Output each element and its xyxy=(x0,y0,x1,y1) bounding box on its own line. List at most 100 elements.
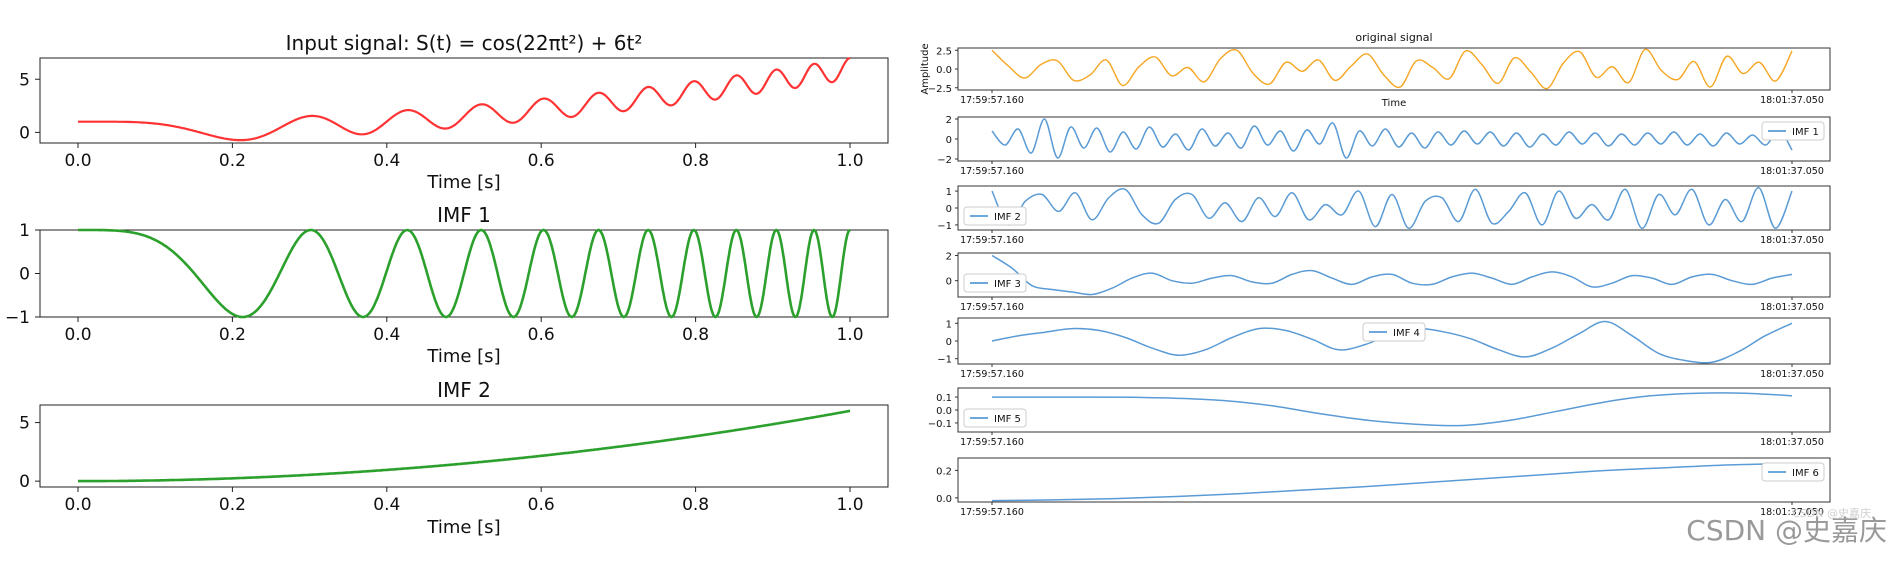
x-tick-label: 17:59:57.160 xyxy=(960,95,1024,106)
series-line xyxy=(77,56,851,142)
left-panel-3 xyxy=(35,404,889,492)
x-tick-label: 0.2 xyxy=(219,495,246,515)
x-axis-label: Time [s] xyxy=(426,346,500,367)
y-tick-label: −1 xyxy=(937,355,952,366)
y-tick-label: −1 xyxy=(5,308,30,328)
y-tick-label: 5 xyxy=(19,70,30,90)
x-tick-label: 0.8 xyxy=(682,495,709,515)
axes-frame xyxy=(957,387,1831,433)
x-tick-label: 1.0 xyxy=(836,151,863,171)
series-line xyxy=(991,254,1793,296)
x-tick-label: 0.6 xyxy=(528,325,555,345)
x-tick-label: 0.6 xyxy=(528,495,555,515)
axes-frame xyxy=(957,116,1831,162)
x-tick-label: 0.2 xyxy=(219,151,246,171)
panel-title: IMF 2 xyxy=(437,378,491,402)
x-tick-label: 18:01:37.050 xyxy=(1760,95,1824,106)
y-tick-label: 1 xyxy=(19,221,30,241)
x-tick-label: 18:01:37.050 xyxy=(1760,507,1824,518)
series-line xyxy=(991,186,1793,230)
y-tick-label: 0 xyxy=(19,265,30,285)
series-line xyxy=(991,48,1793,90)
axes-frame xyxy=(39,404,889,488)
legend-box xyxy=(963,206,1027,226)
axes-frame xyxy=(957,252,1831,298)
right-panel-1 xyxy=(955,47,1831,93)
x-axis-label: Time [s] xyxy=(426,517,500,538)
x-tick-label: 18:01:37.050 xyxy=(1760,166,1824,177)
y-tick-label: 0 xyxy=(19,472,30,492)
y-tick-label: 0 xyxy=(946,135,952,146)
legend-box xyxy=(1761,462,1825,482)
y-axis-label: Amplitude xyxy=(920,43,931,94)
axes-frame xyxy=(957,185,1831,231)
x-tick-label: 0.4 xyxy=(373,495,400,515)
y-tick-label: 5 xyxy=(19,414,30,434)
x-tick-label: 0.6 xyxy=(528,151,555,171)
right-panel-2 xyxy=(955,116,1831,164)
x-tick-label: 0.0 xyxy=(64,495,91,515)
y-tick-label: 0.2 xyxy=(936,466,952,477)
y-tick-label: 0 xyxy=(946,204,952,215)
y-tick-label: 0.1 xyxy=(936,393,952,404)
x-tick-label: 17:59:57.160 xyxy=(960,302,1024,313)
panel-title: original signal xyxy=(1355,31,1432,44)
right-panel-3 xyxy=(955,185,1831,233)
legend-label: IMF 5 xyxy=(994,414,1021,425)
series-line xyxy=(991,118,1793,159)
x-tick-label: 17:59:57.160 xyxy=(960,369,1024,380)
x-tick-label: 1.0 xyxy=(836,325,863,345)
x-tick-label: 0.8 xyxy=(682,151,709,171)
x-tick-label: 18:01:37.050 xyxy=(1760,235,1824,246)
right-panel-5 xyxy=(955,317,1831,367)
legend-box xyxy=(963,273,1027,293)
x-axis-label: Time [s] xyxy=(426,172,500,193)
y-tick-label: 0.0 xyxy=(936,406,952,417)
y-tick-label: 0 xyxy=(946,277,952,288)
x-tick-label: 0.2 xyxy=(219,325,246,345)
x-tick-label: 0.0 xyxy=(64,325,91,345)
y-tick-label: −0.1 xyxy=(928,419,952,430)
panel-title: IMF 1 xyxy=(437,203,491,227)
legend-label: IMF 2 xyxy=(994,212,1021,223)
x-tick-label: 18:01:37.050 xyxy=(1760,302,1824,313)
y-tick-label: 2 xyxy=(946,252,952,263)
series-line xyxy=(78,409,851,483)
left-panel-2 xyxy=(35,228,889,322)
right-panel-4 xyxy=(955,252,1831,300)
legend-label: IMF 6 xyxy=(1792,468,1819,479)
x-tick-label: 0.0 xyxy=(64,151,91,171)
watermark: CSDN @史嘉庆 xyxy=(1686,514,1887,547)
y-tick-label: 0 xyxy=(19,123,30,143)
x-tick-label: 0.8 xyxy=(682,325,709,345)
y-tick-label: 1 xyxy=(946,187,952,198)
left-panel-1 xyxy=(35,56,889,148)
x-tick-label: 17:59:57.160 xyxy=(960,437,1024,448)
legend-label: IMF 1 xyxy=(1792,127,1819,138)
y-tick-label: 2 xyxy=(946,115,952,126)
x-tick-label: 18:01:37.050 xyxy=(1760,437,1824,448)
axes-frame xyxy=(39,57,889,144)
series-line xyxy=(992,392,1793,427)
y-tick-label: 2.5 xyxy=(936,46,952,57)
x-tick-label: 18:01:37.050 xyxy=(1760,369,1824,380)
series-line xyxy=(991,462,1793,502)
x-tick-label: 17:59:57.160 xyxy=(960,166,1024,177)
x-tick-label: 0.4 xyxy=(373,325,400,345)
x-tick-label: 17:59:57.160 xyxy=(960,507,1024,518)
x-tick-label: 0.4 xyxy=(373,151,400,171)
series-line xyxy=(78,228,851,319)
right-panel-6 xyxy=(955,387,1831,435)
y-tick-label: −2 xyxy=(937,155,952,166)
watermark-faint: CSDN @史嘉庆 xyxy=(1792,507,1871,520)
legend-box xyxy=(1761,121,1825,141)
right-panel-7 xyxy=(955,457,1831,505)
legend-box xyxy=(963,408,1027,428)
y-tick-label: 0 xyxy=(946,337,952,348)
x-tick-label: 1.0 xyxy=(836,495,863,515)
y-tick-label: −1 xyxy=(937,221,952,232)
x-axis-label: Time xyxy=(1381,98,1406,109)
legend-box xyxy=(1362,322,1426,342)
panel-title: Input signal: S(t) = cos(22πt²) + 6t² xyxy=(286,31,643,55)
